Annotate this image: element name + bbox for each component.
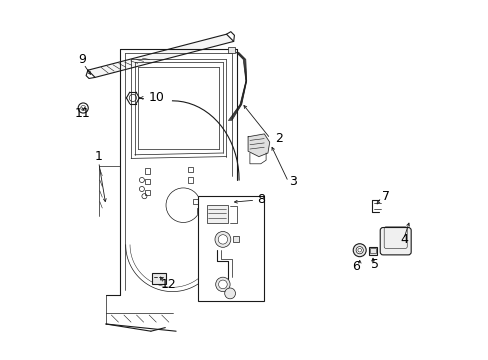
- Text: 1: 1: [95, 150, 102, 163]
- Bar: [152, 273, 166, 284]
- Text: 4: 4: [400, 233, 408, 246]
- Bar: [206, 205, 228, 223]
- Bar: [144, 190, 149, 195]
- Circle shape: [355, 247, 363, 254]
- Circle shape: [218, 235, 227, 244]
- Text: 9: 9: [79, 53, 86, 66]
- Bar: [197, 208, 202, 213]
- Text: 12: 12: [161, 278, 177, 291]
- Circle shape: [352, 244, 366, 257]
- Text: 11: 11: [75, 107, 90, 120]
- Polygon shape: [88, 34, 233, 77]
- Circle shape: [218, 280, 227, 289]
- Text: 7: 7: [381, 190, 389, 203]
- Circle shape: [215, 277, 230, 292]
- Bar: [187, 167, 193, 172]
- Bar: [370, 248, 375, 253]
- Circle shape: [215, 231, 230, 247]
- FancyBboxPatch shape: [380, 228, 410, 255]
- Bar: [144, 168, 149, 174]
- Bar: [144, 179, 149, 184]
- Bar: [368, 247, 376, 255]
- Text: 5: 5: [370, 258, 378, 271]
- Text: 8: 8: [256, 193, 264, 206]
- Bar: [232, 236, 239, 242]
- Polygon shape: [247, 134, 269, 157]
- Text: 6: 6: [351, 260, 359, 273]
- Text: 2: 2: [274, 132, 282, 145]
- Text: 10: 10: [148, 91, 164, 104]
- Text: 3: 3: [288, 175, 296, 188]
- Bar: [228, 47, 234, 53]
- Bar: [193, 199, 198, 204]
- Bar: [187, 177, 193, 183]
- Bar: [197, 196, 264, 301]
- Circle shape: [224, 288, 235, 299]
